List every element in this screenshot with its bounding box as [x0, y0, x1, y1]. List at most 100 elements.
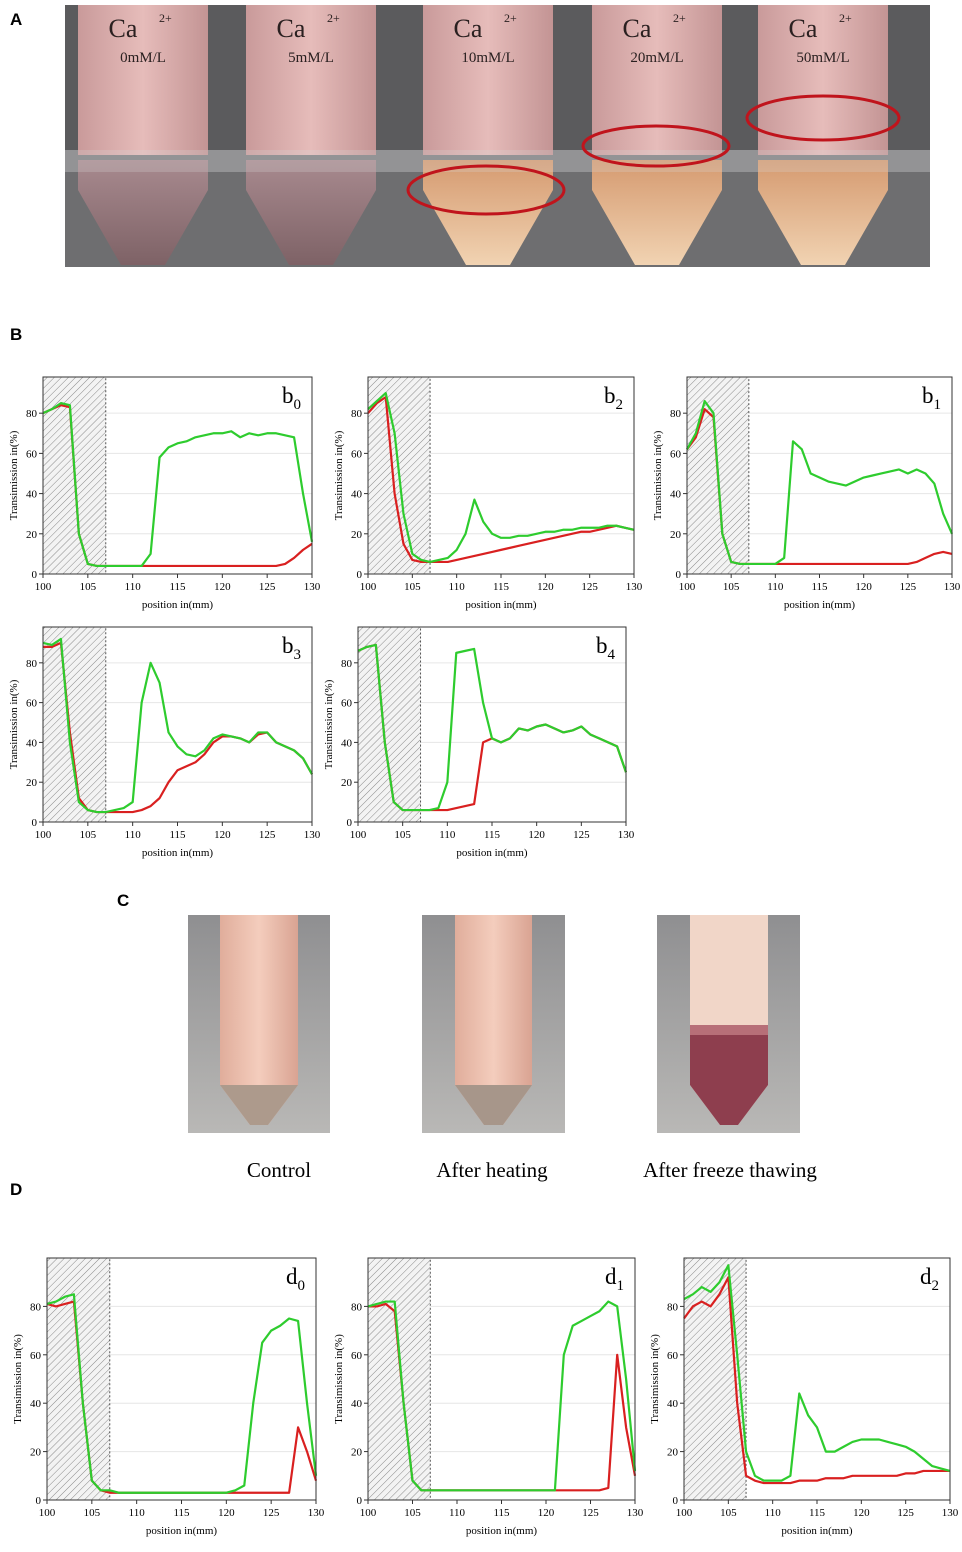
y-tick-label: 20 [351, 529, 363, 541]
x-tick-label: 130 [942, 1507, 959, 1519]
x-tick-label: 130 [627, 1507, 644, 1519]
x-tick-label: 105 [720, 1507, 737, 1519]
concentration-label: 50mM/L [796, 50, 849, 66]
x-tick-label: 120 [538, 1507, 555, 1519]
y-axis-label: Transimission in(%) [333, 1334, 345, 1424]
transmission-line [367, 391, 635, 564]
y-tick-label: 20 [667, 1447, 679, 1459]
x-tick-label: 105 [394, 829, 411, 841]
concentration-label: 10mM/L [461, 50, 514, 66]
panel-tag: d0 [286, 1264, 305, 1294]
photo-c [188, 915, 800, 1133]
x-tick-label: 125 [900, 581, 917, 593]
x-tick-label: 100 [35, 829, 52, 841]
x-tick-label: 125 [581, 581, 598, 593]
x-tick-label: 120 [214, 581, 231, 593]
y-tick-label: 40 [341, 737, 353, 749]
x-tick-label: 110 [449, 1507, 466, 1519]
tube-cone [246, 160, 376, 265]
y-tick-label: 80 [30, 1301, 42, 1313]
x-tick-label: 105 [84, 1507, 101, 1519]
x-tick-label: 110 [449, 581, 466, 593]
y-axis-label: Transimission in(%) [12, 1334, 24, 1424]
x-tick-label: 100 [350, 829, 367, 841]
x-tick-label: 130 [304, 829, 321, 841]
plot-frame [42, 626, 313, 823]
tube [592, 5, 722, 155]
plot-frame [42, 376, 313, 575]
charge-label: 2+ [839, 11, 852, 25]
panel-tag: b4 [596, 633, 616, 663]
x-axis-label: position in(mm) [146, 1525, 218, 1537]
charge-label: 2+ [673, 11, 686, 25]
x-tick-label: 100 [35, 581, 52, 593]
y-tick-label: 40 [667, 1398, 679, 1410]
transmission-line [357, 643, 628, 812]
y-tick-label: 80 [351, 408, 363, 420]
y-tick-label: 80 [670, 408, 682, 420]
panel-label: B [10, 325, 22, 344]
tube [423, 5, 553, 155]
transmission-line [683, 1276, 950, 1485]
y-axis-label: Transimission in(%) [323, 679, 335, 769]
y-tick-label: 40 [30, 1398, 42, 1410]
y-axis-label: Transimission in(%) [8, 679, 20, 769]
y-axis-label: Transimission in(%) [333, 430, 345, 520]
x-tick-label: 105 [723, 581, 740, 593]
y-tick-label: 0 [32, 569, 38, 581]
transmission-line [42, 637, 313, 814]
plot-frame [683, 1257, 951, 1501]
tube-cone [758, 160, 888, 265]
transmission-line [686, 400, 954, 566]
transmission-line [42, 402, 314, 568]
x-tick-label: 110 [125, 829, 142, 841]
x-tick-label: 120 [855, 581, 872, 593]
x-tick-label: 110 [765, 1507, 782, 1519]
y-tick-label: 20 [30, 1447, 42, 1459]
x-tick-label: 110 [129, 1507, 146, 1519]
ion-label: Ca [277, 14, 306, 43]
x-axis-label: position in(mm) [784, 599, 856, 611]
y-tick-label: 20 [341, 777, 353, 789]
y-tick-label: 20 [26, 777, 38, 789]
y-tick-label: 0 [673, 1495, 679, 1507]
y-tick-label: 60 [670, 448, 682, 460]
x-tick-label: 130 [308, 1507, 325, 1519]
plot-frame [46, 1257, 317, 1501]
x-tick-label: 130 [304, 581, 321, 593]
y-axis-label: Transimission in(%) [649, 1334, 661, 1424]
charge-label: 2+ [327, 11, 340, 25]
hatched-region [46, 1257, 111, 1501]
y-tick-label: 0 [347, 817, 353, 829]
tube [78, 5, 208, 155]
plot-frame [367, 376, 635, 575]
x-tick-label: 100 [360, 1507, 377, 1519]
x-tick-label: 115 [493, 581, 510, 593]
y-tick-label: 0 [357, 569, 363, 581]
x-tick-label: 105 [80, 829, 97, 841]
hatched-region [367, 1257, 431, 1501]
x-axis-label: position in(mm) [465, 599, 537, 611]
y-tick-label: 20 [351, 1447, 363, 1459]
x-tick-label: 130 [618, 829, 635, 841]
panel-label: C [117, 891, 129, 910]
x-tick-label: 125 [263, 1507, 280, 1519]
transmission-line [367, 1300, 637, 1492]
x-tick-label: 115 [173, 1507, 190, 1519]
y-tick-label: 60 [351, 448, 363, 460]
y-tick-label: 0 [357, 1495, 363, 1507]
y-tick-label: 0 [36, 1495, 42, 1507]
x-tick-label: 120 [853, 1507, 870, 1519]
x-tick-label: 115 [169, 581, 186, 593]
x-tick-label: 125 [573, 829, 590, 841]
panel-tag: d2 [920, 1264, 939, 1294]
x-tick-label: 120 [537, 581, 554, 593]
plot-frame [686, 376, 953, 575]
x-tick-label: 100 [679, 581, 696, 593]
x-tick-label: 115 [809, 1507, 826, 1519]
charge-label: 2+ [504, 11, 517, 25]
x-tick-label: 100 [360, 581, 377, 593]
concentration-label: 5mM/L [288, 50, 334, 66]
